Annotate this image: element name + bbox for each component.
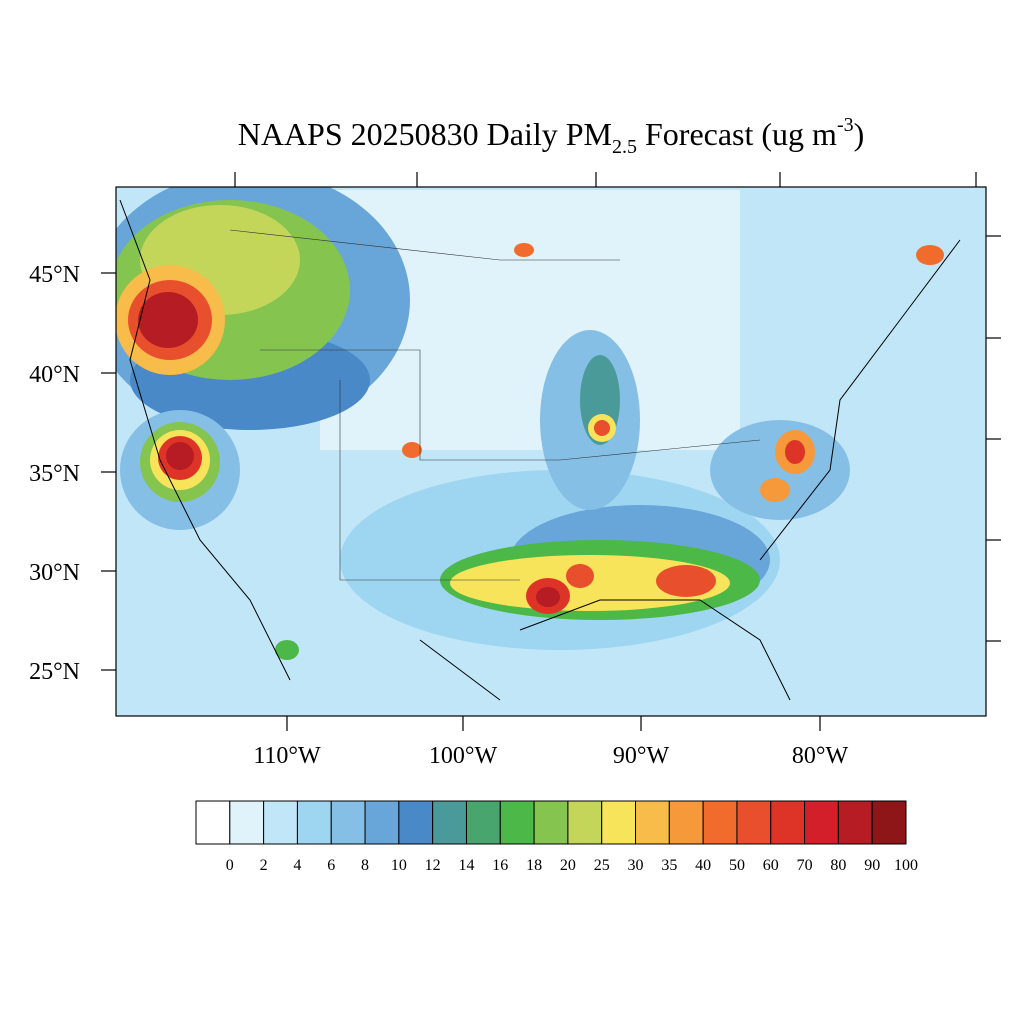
colorbar-box: [635, 800, 670, 845]
colorbar-label: 30: [628, 857, 644, 874]
colorbar-box: [229, 800, 265, 845]
colorbar-box: [837, 800, 873, 845]
colorbar-label: 14: [458, 857, 474, 874]
colorbar-label: 90: [864, 857, 880, 874]
lat-label: 45°N: [29, 262, 80, 288]
colorbar-label: 0: [226, 857, 234, 874]
lon-label: 80°W: [792, 743, 849, 769]
colorbar-box: [533, 800, 569, 845]
colorbar-box: [770, 800, 806, 845]
colorbar-label: 4: [293, 857, 301, 874]
lon-label: 100°W: [429, 743, 498, 769]
colorbar-box: [330, 800, 366, 845]
colorbar-box: [263, 800, 298, 845]
map-frame: [115, 186, 987, 717]
colorbar-label: 60: [763, 857, 779, 874]
colorbar: 0 2 4 6 8 10 12 14 16 18 20 25 30 35 40 50 60 70 80 90 100: [195, 800, 918, 874]
colorbar-label: 80: [830, 857, 846, 874]
colorbar-box: [702, 800, 738, 845]
frame-ticks: [101, 172, 1001, 731]
title-end: ): [854, 116, 865, 152]
colorbar-box: [398, 800, 434, 845]
colorbar-box: [601, 800, 637, 845]
colorbar-box: [195, 800, 231, 845]
lat-label: 25°N: [29, 659, 80, 685]
colorbar-box: [432, 800, 467, 845]
axis-labels: 45°N 40°N 35°N 30°N 25°N 110°W 100°W 90°W 80°W: [29, 262, 848, 769]
colorbar-label: 25: [594, 857, 610, 874]
colorbar-label: 12: [425, 857, 441, 874]
colorbar-box: [871, 800, 907, 845]
lat-label: 40°N: [29, 362, 80, 388]
colorbar-label: 10: [391, 857, 407, 874]
map-title: NAAPS 20250830 Daily PM2.5 Forecast (ug …: [238, 114, 865, 158]
colorbar-label: 50: [729, 857, 745, 874]
lon-label: 110°W: [253, 743, 321, 769]
colorbar-box: [736, 800, 772, 845]
colorbar-label: 40: [695, 857, 711, 874]
title-main: NAAPS 20250830 Daily PM: [238, 116, 612, 152]
colorbar-label: 70: [797, 857, 813, 874]
lon-label: 90°W: [613, 743, 670, 769]
colorbar-box: [364, 800, 400, 845]
colorbar-box: [668, 800, 704, 845]
colorbar-label: 8: [361, 857, 369, 874]
colorbar-label: 20: [560, 857, 576, 874]
colorbar-box: [465, 800, 501, 845]
colorbar-label: 16: [492, 857, 508, 874]
lat-label: 30°N: [29, 560, 80, 586]
colorbar-box: [499, 800, 535, 845]
title-rest: Forecast (ug m: [637, 116, 837, 152]
colorbar-box: [296, 800, 332, 845]
title-sup: -3: [837, 114, 854, 136]
colorbar-label: 6: [327, 857, 335, 874]
colorbar-label: 2: [260, 857, 268, 874]
colorbar-box: [804, 800, 839, 845]
lat-label: 35°N: [29, 461, 80, 487]
colorbar-label: 100: [894, 857, 918, 874]
pm-field: [116, 187, 986, 716]
colorbar-label: 35: [661, 857, 677, 874]
colorbar-box: [567, 800, 603, 845]
colorbar-label: 18: [526, 857, 542, 874]
title-sub: 2.5: [612, 136, 637, 158]
